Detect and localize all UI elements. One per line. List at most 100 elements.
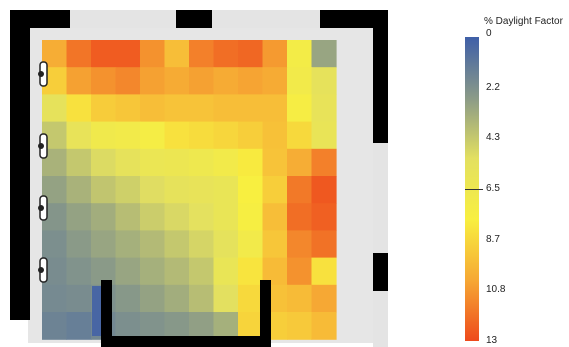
heatmap-cell xyxy=(213,40,239,68)
legend-midpoint-mark xyxy=(465,189,483,190)
heatmap-cell xyxy=(91,230,117,259)
heatmap-cell xyxy=(262,121,288,150)
heatmap-cell xyxy=(311,94,337,123)
legend-tick-label: 0 xyxy=(486,28,492,39)
heatmap-cell xyxy=(189,312,215,340)
heatmap-cell xyxy=(115,257,141,286)
heatmap-cell xyxy=(115,148,141,177)
heatmap-cell xyxy=(189,230,215,259)
heatmap-cell xyxy=(262,94,288,123)
heatmap-cell xyxy=(140,284,166,313)
fixtures xyxy=(38,61,271,347)
heatmap-cell xyxy=(66,176,92,204)
heatmap-cell xyxy=(311,257,337,286)
heatmap-cell xyxy=(91,148,117,177)
heatmap-cell xyxy=(311,40,337,68)
heatmap-cell xyxy=(311,176,337,204)
top-window xyxy=(212,10,320,28)
heatmap-cell xyxy=(164,121,190,150)
heatmap-cell xyxy=(262,67,288,95)
legend-tick-label: 2.2 xyxy=(486,81,500,93)
heatmap-cell xyxy=(238,94,264,123)
heatmap-cell xyxy=(238,257,264,286)
heatmap-cell xyxy=(262,203,288,231)
heatmap-cell xyxy=(115,40,141,68)
heatmap-cell xyxy=(164,40,190,68)
heatmap-cell xyxy=(287,312,313,340)
right-wall xyxy=(373,10,388,143)
top-window xyxy=(70,10,176,28)
heatmap-cell xyxy=(115,284,141,313)
heatmap-cell xyxy=(311,312,337,340)
heatmap-cell xyxy=(238,121,264,150)
heatmap-cell xyxy=(66,67,92,95)
top-wall-segment xyxy=(40,10,70,28)
heatmap-cell xyxy=(213,312,239,340)
top-wall-segment xyxy=(320,10,388,28)
heatmap-cell xyxy=(42,312,68,340)
legend-tick-label: 6.5 xyxy=(486,183,500,194)
heatmap-cell xyxy=(287,203,313,231)
heatmap-cell xyxy=(189,148,215,177)
heatmap-cell xyxy=(91,203,117,231)
heatmap-cell xyxy=(238,67,264,95)
heatmap-cell xyxy=(115,230,141,259)
heatmap-cell xyxy=(311,284,337,313)
wall-fixture xyxy=(38,257,48,283)
heatmap-cells xyxy=(42,40,337,340)
heatmap-cell xyxy=(311,203,337,231)
heatmap-cell xyxy=(262,40,288,68)
heatmap-cell xyxy=(140,312,166,340)
heatmap-cell xyxy=(311,148,337,177)
heatmap-cell xyxy=(42,230,68,259)
heatmap-cell xyxy=(238,284,264,313)
heatmap-cell xyxy=(287,176,313,204)
heatmap-cell xyxy=(140,257,166,286)
partition-bottom xyxy=(101,336,271,347)
heatmap-cell xyxy=(115,176,141,204)
heatmap-cell xyxy=(164,284,190,313)
heatmap-cell xyxy=(66,40,92,68)
heatmap-cell xyxy=(115,203,141,231)
heatmap-cell xyxy=(311,121,337,150)
heatmap-cell xyxy=(213,67,239,95)
heatmap-cell xyxy=(213,284,239,313)
heatmap-cell xyxy=(213,121,239,150)
heatmap-cell xyxy=(287,94,313,123)
heatmap-cell xyxy=(287,257,313,286)
heatmap-cell xyxy=(213,257,239,286)
heatmap-cell xyxy=(164,94,190,123)
heatmap-cell xyxy=(287,67,313,95)
heatmap-cell xyxy=(262,230,288,259)
heatmap-cell xyxy=(140,67,166,95)
right-window xyxy=(373,291,388,347)
heatmap-cell xyxy=(287,121,313,150)
heatmap-cell xyxy=(91,121,117,150)
heatmap-cell xyxy=(213,148,239,177)
heatmap-cell xyxy=(287,230,313,259)
heatmap-cell xyxy=(66,121,92,150)
partition-left xyxy=(101,280,112,347)
heatmap-cell xyxy=(189,40,215,68)
heatmap-cell xyxy=(189,257,215,286)
legend-tick-label: 8.7 xyxy=(486,233,500,245)
heatmap-cell xyxy=(91,94,117,123)
heatmap-cell xyxy=(140,121,166,150)
heatmap-cell xyxy=(189,121,215,150)
heatmap-cell xyxy=(66,230,92,259)
heatmap-cell xyxy=(189,203,215,231)
heatmap-cell xyxy=(115,121,141,150)
right-wall xyxy=(373,253,388,291)
wall-fixture xyxy=(38,195,48,221)
heatmap-cell xyxy=(42,94,68,123)
heatmap-cell xyxy=(91,176,117,204)
floor-plan xyxy=(10,10,388,347)
heatmap-cell xyxy=(262,148,288,177)
heatmap-cell xyxy=(140,40,166,68)
heatmap-cell xyxy=(164,67,190,95)
heatmap-cell xyxy=(115,94,141,123)
wall-fixture xyxy=(38,61,48,87)
heatmap-cell xyxy=(189,176,215,204)
heatmap-cell xyxy=(115,312,141,340)
heatmap-cell xyxy=(311,230,337,259)
